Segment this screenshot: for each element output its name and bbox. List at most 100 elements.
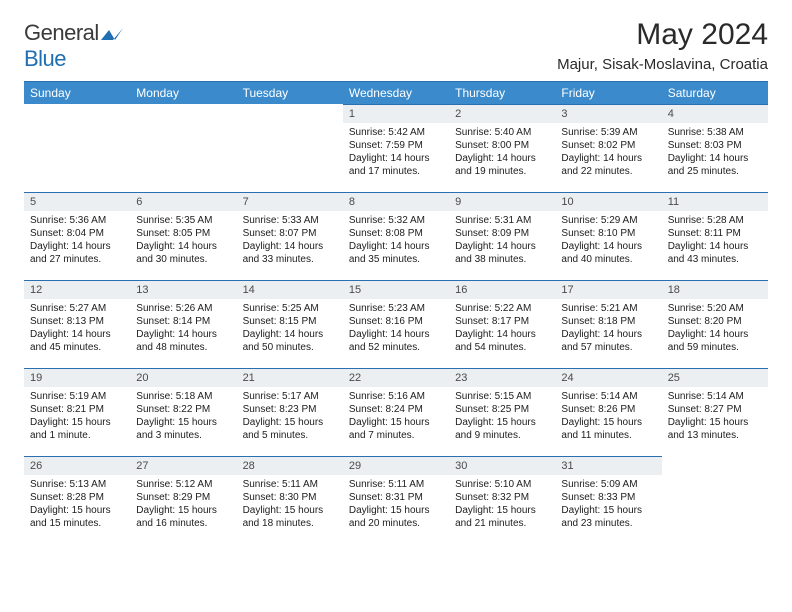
day-body: Sunrise: 5:32 AMSunset: 8:08 PMDaylight:… xyxy=(343,211,449,270)
calendar-cell: 21Sunrise: 5:17 AMSunset: 8:23 PMDayligh… xyxy=(237,368,343,456)
daylight-text: Daylight: 14 hours xyxy=(243,328,337,341)
sunrise-text: Sunrise: 5:14 AM xyxy=(561,390,655,403)
daylight-text: and 25 minutes. xyxy=(668,165,762,178)
daylight-text: Daylight: 14 hours xyxy=(455,240,549,253)
calendar-cell: 5Sunrise: 5:36 AMSunset: 8:04 PMDaylight… xyxy=(24,192,130,280)
day-body: Sunrise: 5:31 AMSunset: 8:09 PMDaylight:… xyxy=(449,211,555,270)
sunrise-text: Sunrise: 5:12 AM xyxy=(136,478,230,491)
calendar-cell: 17Sunrise: 5:21 AMSunset: 8:18 PMDayligh… xyxy=(555,280,661,368)
daylight-text: Daylight: 15 hours xyxy=(243,416,337,429)
day-body: Sunrise: 5:13 AMSunset: 8:28 PMDaylight:… xyxy=(24,475,130,534)
daylight-text: Daylight: 14 hours xyxy=(561,152,655,165)
calendar-row: 1Sunrise: 5:42 AMSunset: 7:59 PMDaylight… xyxy=(24,104,768,192)
sunrise-text: Sunrise: 5:18 AM xyxy=(136,390,230,403)
daylight-text: Daylight: 14 hours xyxy=(30,240,124,253)
calendar-cell: 27Sunrise: 5:12 AMSunset: 8:29 PMDayligh… xyxy=(130,456,236,544)
sunset-text: Sunset: 8:02 PM xyxy=(561,139,655,152)
sunset-text: Sunset: 8:00 PM xyxy=(455,139,549,152)
calendar-row: 26Sunrise: 5:13 AMSunset: 8:28 PMDayligh… xyxy=(24,456,768,544)
calendar-cell: 16Sunrise: 5:22 AMSunset: 8:17 PMDayligh… xyxy=(449,280,555,368)
logo: General Blue xyxy=(24,20,123,72)
calendar-head: SundayMondayTuesdayWednesdayThursdayFrid… xyxy=(24,82,768,104)
day-number: 15 xyxy=(343,280,449,299)
sunrise-text: Sunrise: 5:33 AM xyxy=(243,214,337,227)
day-number: 21 xyxy=(237,368,343,387)
day-body: Sunrise: 5:27 AMSunset: 8:13 PMDaylight:… xyxy=(24,299,130,358)
calendar-cell: 11Sunrise: 5:28 AMSunset: 8:11 PMDayligh… xyxy=(662,192,768,280)
sunrise-text: Sunrise: 5:16 AM xyxy=(349,390,443,403)
calendar-cell: 30Sunrise: 5:10 AMSunset: 8:32 PMDayligh… xyxy=(449,456,555,544)
day-number: 20 xyxy=(130,368,236,387)
day-body: Sunrise: 5:18 AMSunset: 8:22 PMDaylight:… xyxy=(130,387,236,446)
sunrise-text: Sunrise: 5:13 AM xyxy=(30,478,124,491)
day-number: 14 xyxy=(237,280,343,299)
day-body: Sunrise: 5:42 AMSunset: 7:59 PMDaylight:… xyxy=(343,123,449,182)
daylight-text: and 54 minutes. xyxy=(455,341,549,354)
sunset-text: Sunset: 8:23 PM xyxy=(243,403,337,416)
day-number: 22 xyxy=(343,368,449,387)
sunset-text: Sunset: 8:11 PM xyxy=(668,227,762,240)
day-body: Sunrise: 5:25 AMSunset: 8:15 PMDaylight:… xyxy=(237,299,343,358)
sunset-text: Sunset: 8:18 PM xyxy=(561,315,655,328)
sunset-text: Sunset: 8:29 PM xyxy=(136,491,230,504)
daylight-text: and 48 minutes. xyxy=(136,341,230,354)
day-number: 30 xyxy=(449,456,555,475)
sunset-text: Sunset: 8:03 PM xyxy=(668,139,762,152)
weekday-header: Wednesday xyxy=(343,82,449,104)
day-body: Sunrise: 5:17 AMSunset: 8:23 PMDaylight:… xyxy=(237,387,343,446)
sunset-text: Sunset: 8:10 PM xyxy=(561,227,655,240)
daylight-text: and 35 minutes. xyxy=(349,253,443,266)
daylight-text: and 50 minutes. xyxy=(243,341,337,354)
daylight-text: Daylight: 14 hours xyxy=(349,328,443,341)
day-body: Sunrise: 5:11 AMSunset: 8:30 PMDaylight:… xyxy=(237,475,343,534)
daylight-text: and 1 minute. xyxy=(30,429,124,442)
daylight-text: and 59 minutes. xyxy=(668,341,762,354)
sunrise-text: Sunrise: 5:09 AM xyxy=(561,478,655,491)
header: General Blue May 2024 Majur, Sisak-Mosla… xyxy=(24,18,768,73)
day-number: 24 xyxy=(555,368,661,387)
sunset-text: Sunset: 7:59 PM xyxy=(349,139,443,152)
sunset-text: Sunset: 8:20 PM xyxy=(668,315,762,328)
sunrise-text: Sunrise: 5:42 AM xyxy=(349,126,443,139)
day-body: Sunrise: 5:39 AMSunset: 8:02 PMDaylight:… xyxy=(555,123,661,182)
sunrise-text: Sunrise: 5:27 AM xyxy=(30,302,124,315)
day-body: Sunrise: 5:26 AMSunset: 8:14 PMDaylight:… xyxy=(130,299,236,358)
day-number: 31 xyxy=(555,456,661,475)
logo-text-general: General xyxy=(24,20,99,45)
calendar-cell: 12Sunrise: 5:27 AMSunset: 8:13 PMDayligh… xyxy=(24,280,130,368)
day-number: 23 xyxy=(449,368,555,387)
sunset-text: Sunset: 8:28 PM xyxy=(30,491,124,504)
day-number: 27 xyxy=(130,456,236,475)
daylight-text: and 16 minutes. xyxy=(136,517,230,530)
calendar-cell: 26Sunrise: 5:13 AMSunset: 8:28 PMDayligh… xyxy=(24,456,130,544)
daylight-text: and 7 minutes. xyxy=(349,429,443,442)
daylight-text: Daylight: 14 hours xyxy=(349,240,443,253)
daylight-text: Daylight: 14 hours xyxy=(561,328,655,341)
day-body: Sunrise: 5:23 AMSunset: 8:16 PMDaylight:… xyxy=(343,299,449,358)
calendar-cell: 22Sunrise: 5:16 AMSunset: 8:24 PMDayligh… xyxy=(343,368,449,456)
day-number: 18 xyxy=(662,280,768,299)
daylight-text: Daylight: 14 hours xyxy=(243,240,337,253)
title-block: May 2024 Majur, Sisak-Moslavina, Croatia xyxy=(557,18,768,73)
daylight-text: Daylight: 14 hours xyxy=(561,240,655,253)
daylight-text: Daylight: 15 hours xyxy=(668,416,762,429)
daylight-text: and 43 minutes. xyxy=(668,253,762,266)
sunset-text: Sunset: 8:08 PM xyxy=(349,227,443,240)
daylight-text: and 52 minutes. xyxy=(349,341,443,354)
day-body: Sunrise: 5:10 AMSunset: 8:32 PMDaylight:… xyxy=(449,475,555,534)
calendar-row: 12Sunrise: 5:27 AMSunset: 8:13 PMDayligh… xyxy=(24,280,768,368)
daylight-text: and 38 minutes. xyxy=(455,253,549,266)
page-subtitle: Majur, Sisak-Moslavina, Croatia xyxy=(557,56,768,73)
day-body: Sunrise: 5:21 AMSunset: 8:18 PMDaylight:… xyxy=(555,299,661,358)
logo-text-blue: Blue xyxy=(24,46,66,71)
sunset-text: Sunset: 8:21 PM xyxy=(30,403,124,416)
sunrise-text: Sunrise: 5:28 AM xyxy=(668,214,762,227)
day-body: Sunrise: 5:11 AMSunset: 8:31 PMDaylight:… xyxy=(343,475,449,534)
sunrise-text: Sunrise: 5:35 AM xyxy=(136,214,230,227)
day-number: 6 xyxy=(130,192,236,211)
sunrise-text: Sunrise: 5:17 AM xyxy=(243,390,337,403)
calendar-cell: 10Sunrise: 5:29 AMSunset: 8:10 PMDayligh… xyxy=(555,192,661,280)
day-body: Sunrise: 5:35 AMSunset: 8:05 PMDaylight:… xyxy=(130,211,236,270)
daylight-text: Daylight: 14 hours xyxy=(668,328,762,341)
daylight-text: Daylight: 15 hours xyxy=(243,504,337,517)
